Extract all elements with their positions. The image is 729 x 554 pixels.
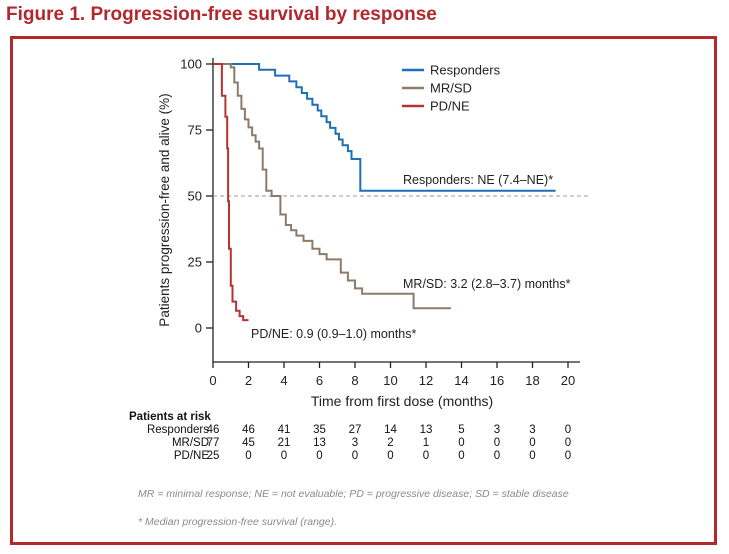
figure-title: Figure 1. Progression-free survival by r… [6, 4, 437, 25]
y-tick-label: 25 [188, 255, 202, 270]
at-risk-value: 0 [494, 437, 500, 449]
legend-label-pd-ne: PD/NE [430, 99, 470, 114]
x-tick-label: 12 [419, 373, 433, 388]
legend-label-mr-sd: MR/SD [430, 81, 472, 96]
at-risk-value: 0 [458, 437, 464, 449]
at-risk-value: 46 [242, 424, 255, 436]
at-risk-row-label: Responders [147, 424, 209, 436]
y-axis-label: Patients progression-free and alive (%) [157, 93, 172, 326]
at-risk-value: 0 [458, 450, 464, 462]
at-risk-value: 3 [352, 437, 358, 449]
at-risk-value: 41 [278, 424, 291, 436]
at-risk-value: 5 [458, 424, 464, 436]
at-risk-value: 27 [349, 424, 362, 436]
series-line-responders [213, 63, 556, 192]
at-risk-value: 45 [242, 437, 255, 449]
at-risk-value: 14 [384, 424, 397, 436]
at-risk-value: 35 [313, 424, 326, 436]
at-risk-value: 25 [207, 450, 220, 462]
at-risk-value: 2 [387, 437, 393, 449]
x-tick-label: 0 [209, 373, 216, 388]
y-tick-label: 0 [195, 321, 202, 336]
x-tick-label: 14 [454, 373, 468, 388]
median-footnote: * Median progression-free survival (rang… [138, 516, 338, 528]
x-tick-label: 10 [383, 373, 397, 388]
y-tick-label: 100 [180, 57, 202, 72]
abbreviations-footnote: MR = minimal response; NE = not evaluabl… [138, 488, 569, 500]
at-risk-value: 0 [281, 450, 287, 462]
at-risk-value: 0 [529, 450, 535, 462]
at-risk-value: 0 [316, 450, 322, 462]
x-tick-label: 16 [490, 373, 504, 388]
legend-label-responders: Responders [430, 63, 501, 78]
series-line-pd-ne [213, 63, 249, 322]
at-risk-value: 0 [565, 450, 571, 462]
at-risk-value: 0 [565, 424, 571, 436]
at-risk-value: 0 [245, 450, 251, 462]
at-risk-value: 1 [423, 437, 429, 449]
at-risk-value: 0 [565, 437, 571, 449]
at-risk-row-label: MR/SD [172, 437, 209, 449]
at-risk-value: 0 [494, 450, 500, 462]
at-risk-value: 21 [278, 437, 291, 449]
at-risk-value: 13 [420, 424, 433, 436]
x-tick-label: 20 [561, 373, 575, 388]
x-axis-label: Time from first dose (months) [311, 393, 493, 409]
at-risk-row-label: PD/NE [174, 450, 209, 462]
at-risk-value: 3 [529, 424, 535, 436]
x-tick-label: 4 [280, 373, 287, 388]
at-risk-value: 77 [207, 437, 220, 449]
x-tick-label: 8 [351, 373, 358, 388]
annotation-pd-ne: PD/NE: 0.9 (0.9–1.0) months* [251, 327, 416, 341]
at-risk-value: 13 [313, 437, 326, 449]
x-tick-label: 6 [316, 373, 323, 388]
x-tick-label: 2 [245, 373, 252, 388]
at-risk-value: 0 [529, 437, 535, 449]
y-tick-label: 75 [188, 123, 202, 138]
annotation-responders: Responders: NE (7.4–NE)* [403, 173, 553, 187]
y-tick-label: 50 [188, 189, 202, 204]
annotation-mr-sd: MR/SD: 3.2 (2.8–3.7) months* [403, 277, 571, 291]
at-risk-value: 0 [423, 450, 429, 462]
at-risk-value: 0 [352, 450, 358, 462]
x-tick-label: 18 [525, 373, 539, 388]
at-risk-value: 46 [207, 424, 220, 436]
at-risk-title: Patients at risk [129, 411, 211, 423]
figure-frame [10, 36, 717, 545]
at-risk-value: 0 [387, 450, 393, 462]
series-line-mr-sd [213, 63, 451, 310]
at-risk-value: 3 [494, 424, 500, 436]
